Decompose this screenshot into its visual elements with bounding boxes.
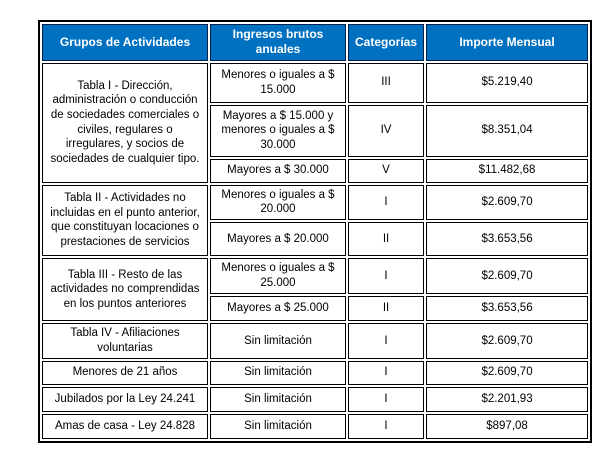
ingresos-cell: Mayores a $ 25.000 xyxy=(210,296,346,322)
importe-cell: $2.609,70 xyxy=(426,360,589,385)
col-header-grupos-de-actividades: Grupos de Actividades xyxy=(42,24,208,61)
ingresos-cell: Sin limitación xyxy=(210,413,346,439)
group-label-amas-de-casa: Amas de casa - Ley 24.828 xyxy=(42,413,208,439)
ingresos-cell: Mayores a $ 30.000 xyxy=(210,158,346,183)
ingresos-cell: Menores o iguales a $ 25.000 xyxy=(210,258,346,295)
table-row: Jubilados por la Ley 24.241 Sin limitaci… xyxy=(42,386,589,412)
categoria-cell: I xyxy=(348,323,425,359)
table-row: Tabla I - Dirección, administración o co… xyxy=(42,62,589,183)
importe-cell: $2.201,93 xyxy=(426,386,589,412)
col-header-ingresos-brutos-anuales: Ingresos brutos anuales xyxy=(210,24,346,61)
table-row: Amas de casa - Ley 24.828 Sin limitación… xyxy=(42,413,589,439)
importe-cell: $5.219,40 xyxy=(426,62,589,103)
table-row: Mayores a $ 25.000 II $3.653,56 xyxy=(42,296,589,322)
ingresos-cell: Mayores a $ 15.000 y menores o iguales a… xyxy=(210,104,346,157)
importe-cell: $2.609,70 xyxy=(426,323,589,359)
col-header-categorias: Categorías xyxy=(348,24,425,61)
categoria-cell: III xyxy=(348,62,425,103)
categoria-cell: II xyxy=(348,222,425,257)
group-label-tabla-4: Tabla IV - Afiliaciones voluntarias xyxy=(42,323,208,359)
table-row: Menores de 21 años Sin limitación I $2.6… xyxy=(42,360,589,385)
importe-cell: $2.609,70 xyxy=(426,258,589,295)
importe-cell: $11.482,68 xyxy=(426,158,589,183)
group-label-menores-21: Menores de 21 años xyxy=(42,360,208,385)
table-row: Mayores a $ 15.000 y menores o iguales a… xyxy=(42,104,589,157)
table-row: Mayores a $ 20.000 II $3.653,56 xyxy=(42,222,589,257)
table-row: Tabla II - Actividades no incluidas en e… xyxy=(42,184,589,257)
importe-cell: $8.351,04 xyxy=(426,104,589,157)
importe-cell: $3.653,56 xyxy=(426,222,589,257)
categoria-cell: I xyxy=(348,184,425,221)
ingresos-cell: Sin limitación xyxy=(210,386,346,412)
categoria-cell: I xyxy=(348,258,425,295)
importe-cell: $3.653,56 xyxy=(426,296,589,322)
activity-rates-table: Grupos de Actividades Ingresos brutos an… xyxy=(38,20,593,443)
categoria-cell: I xyxy=(348,386,425,412)
importe-cell: $2.609,70 xyxy=(426,184,589,221)
table-row: Tabla IV - Afiliaciones voluntarias Sin … xyxy=(42,323,589,359)
table-row: Mayores a $ 30.000 V $11.482,68 xyxy=(42,158,589,183)
categoria-cell: I xyxy=(348,360,425,385)
categoria-cell: V xyxy=(348,158,425,183)
group-label-jubilados: Jubilados por la Ley 24.241 xyxy=(42,386,208,412)
table-row: Tabla III - Resto de las actividades no … xyxy=(42,258,589,322)
ingresos-cell: Mayores a $ 20.000 xyxy=(210,222,346,257)
header-row: Grupos de Actividades Ingresos brutos an… xyxy=(42,24,589,61)
col-header-importe-mensual: Importe Mensual xyxy=(426,24,589,61)
categoria-cell: I xyxy=(348,413,425,439)
ingresos-cell: Sin limitación xyxy=(210,323,346,359)
importe-cell: $897,08 xyxy=(426,413,589,439)
ingresos-cell: Sin limitación xyxy=(210,360,346,385)
categoria-cell: IV xyxy=(348,104,425,157)
group-label-tabla-1: Tabla I - Dirección, administración o co… xyxy=(42,62,208,183)
ingresos-cell: Menores o iguales a $ 15.000 xyxy=(210,62,346,103)
group-label-tabla-3: Tabla III - Resto de las actividades no … xyxy=(42,258,208,322)
group-label-tabla-2: Tabla II - Actividades no incluidas en e… xyxy=(42,184,208,257)
ingresos-cell: Menores o iguales a $ 20.000 xyxy=(210,184,346,221)
categoria-cell: II xyxy=(348,296,425,322)
